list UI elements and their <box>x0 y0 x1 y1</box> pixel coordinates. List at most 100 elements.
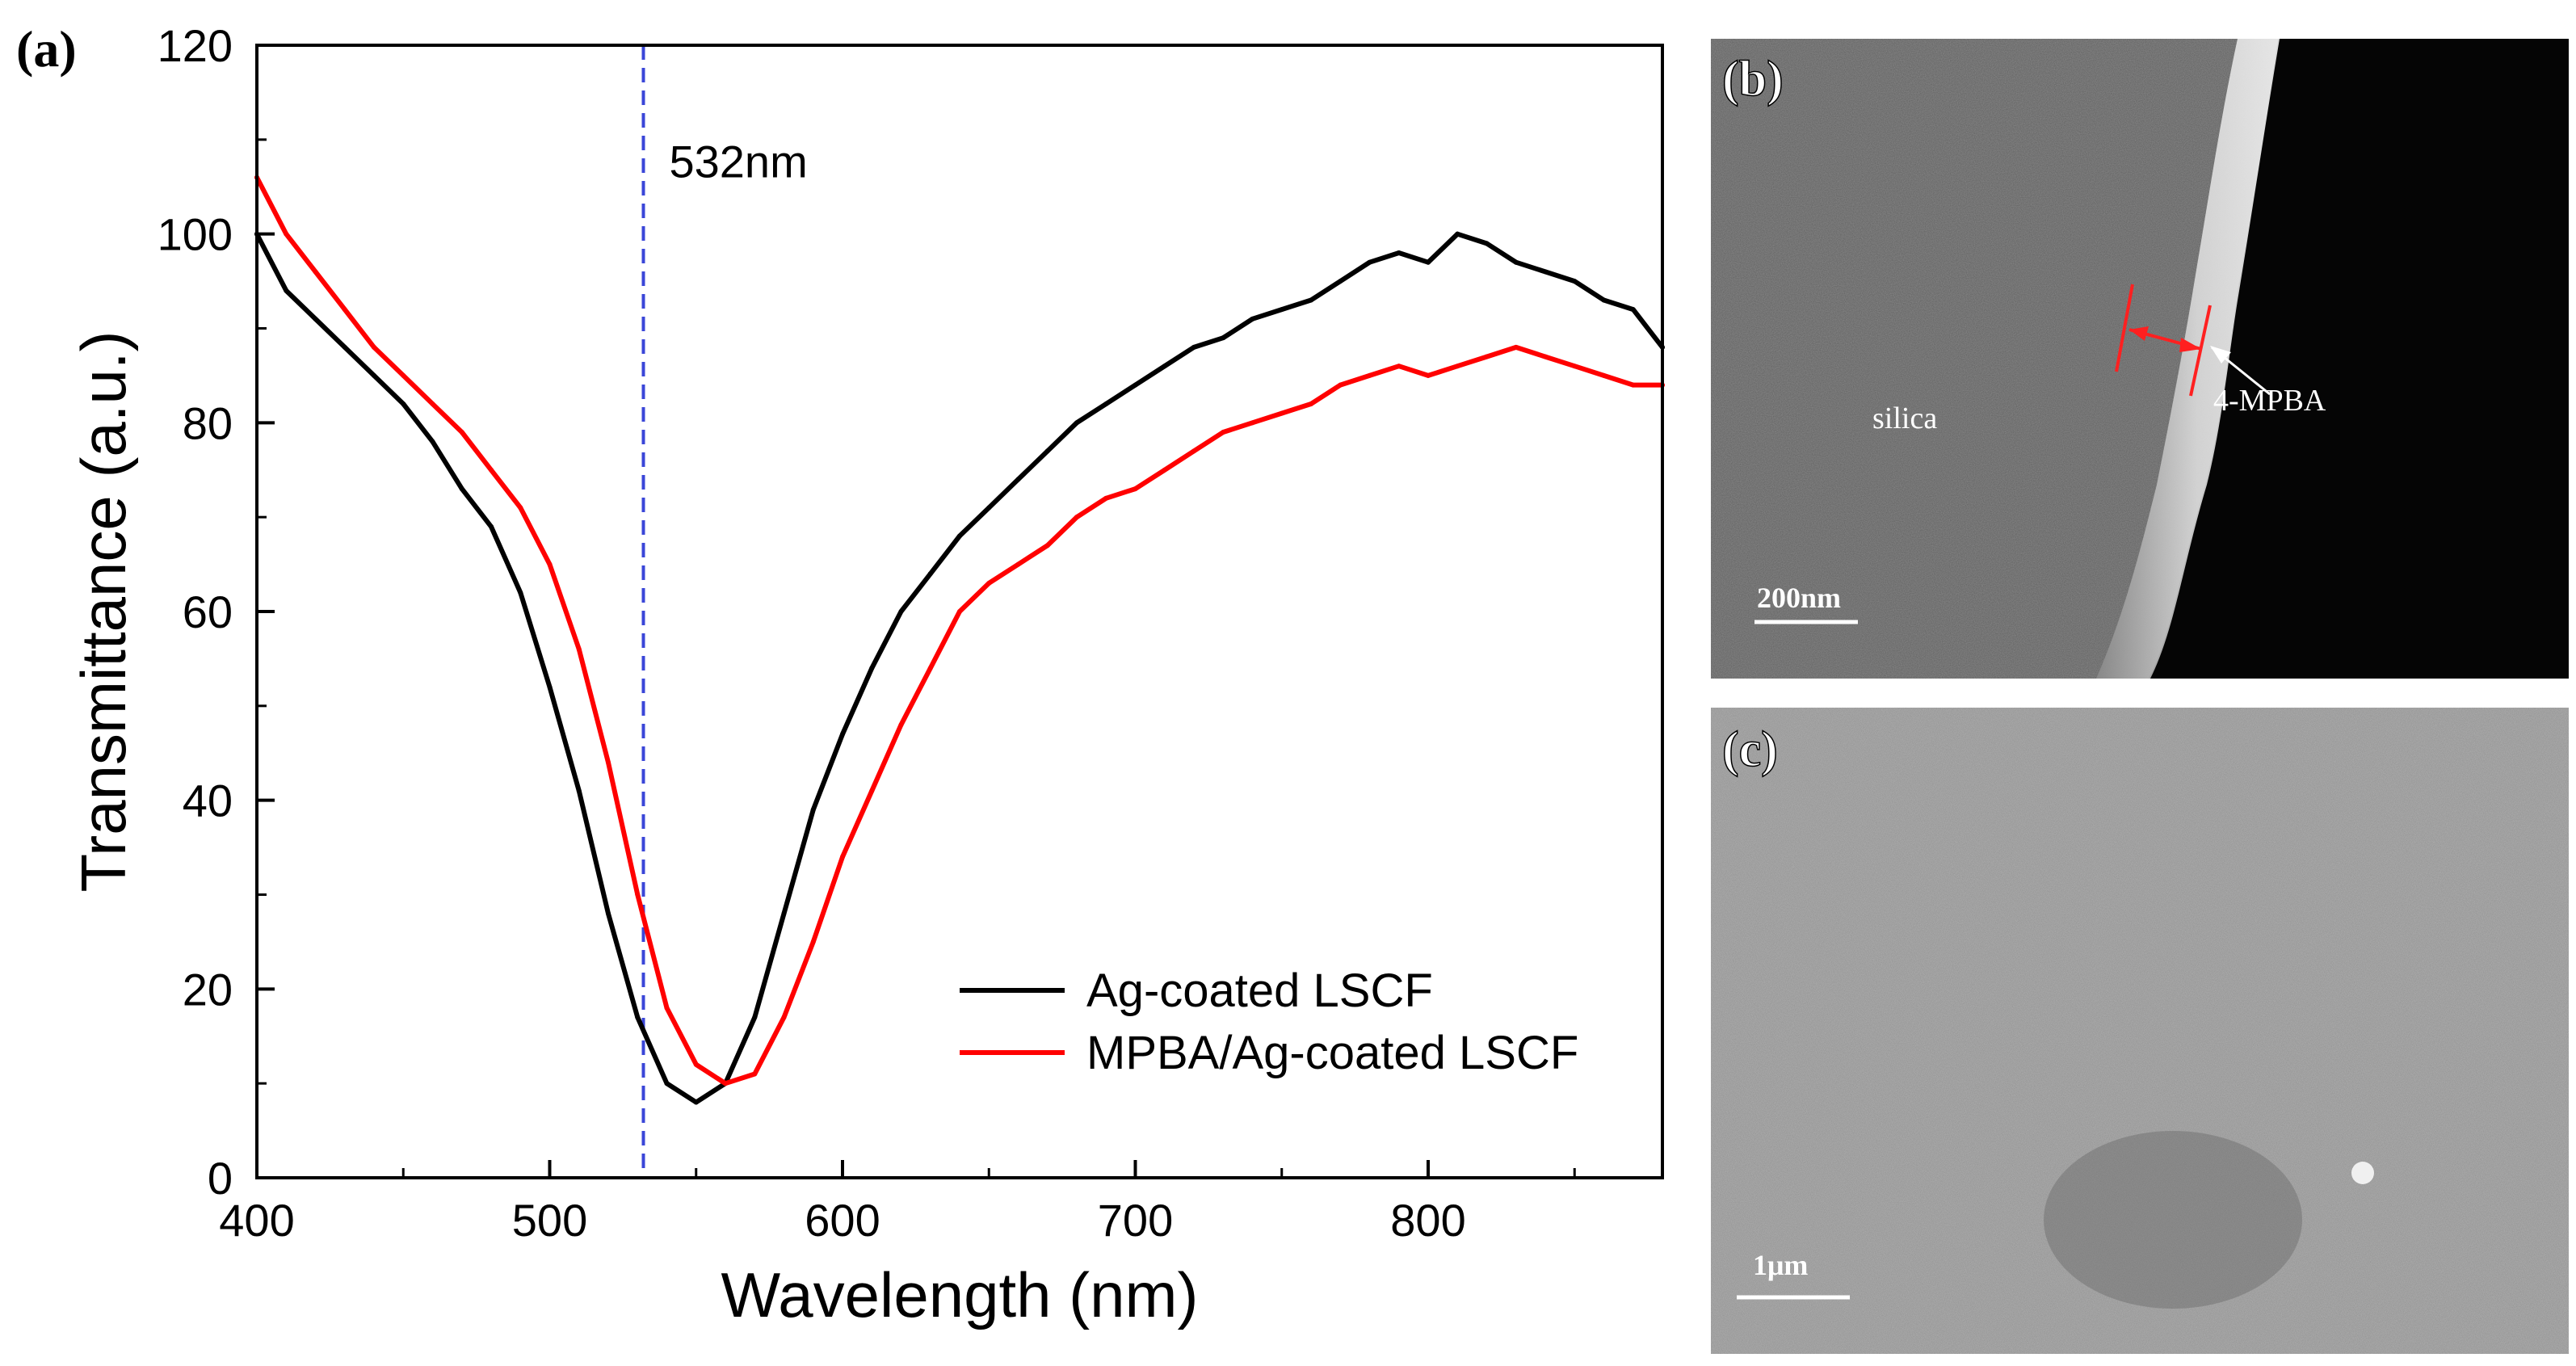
data-point <box>459 486 464 492</box>
data-point <box>1191 448 1196 454</box>
sem-c-texture <box>1711 708 2569 1354</box>
data-point <box>1367 372 1372 378</box>
data-point <box>752 1071 758 1077</box>
data-point <box>1162 467 1167 473</box>
data-point <box>752 1015 758 1020</box>
data-point <box>898 609 904 614</box>
data-point <box>1074 515 1079 520</box>
mpba-annotation: 4-MPBA <box>2213 384 2326 418</box>
data-point <box>1513 259 1519 265</box>
data-point <box>1162 364 1167 369</box>
x-tick-label: 700 <box>1098 1195 1173 1246</box>
data-point <box>1074 420 1079 426</box>
data-point <box>664 1005 670 1011</box>
y-tick-label: 0 <box>208 1153 233 1204</box>
data-point <box>1630 382 1636 388</box>
sem-panel-b: (b) silica 4-MPBA 200nm <box>1711 39 2569 679</box>
data-point <box>635 1015 641 1020</box>
data-point <box>1279 410 1284 416</box>
data-point <box>1250 420 1255 426</box>
data-point <box>372 372 376 378</box>
data-point <box>1309 401 1313 406</box>
data-point <box>372 344 376 350</box>
data-point <box>459 430 464 435</box>
series-line <box>254 231 1665 1105</box>
y-tick-label: 120 <box>158 20 233 71</box>
y-tick-label: 80 <box>183 397 233 448</box>
data-point <box>1015 561 1021 567</box>
data-point <box>1513 344 1519 350</box>
sem-b-scale-text: 200nm <box>1757 582 1841 614</box>
data-point <box>1572 279 1578 284</box>
data-point <box>342 344 347 350</box>
data-point <box>781 1015 787 1020</box>
series-mpba-ag-coated <box>254 174 1665 1086</box>
chart-legend: Ag-coated LSCF MPBA/Ag-coated LSCF <box>960 965 1578 1079</box>
data-point <box>1191 344 1196 350</box>
data-point <box>1133 382 1138 388</box>
data-point <box>1044 543 1050 549</box>
y-tick-label: 100 <box>158 209 233 260</box>
data-point <box>1601 297 1607 303</box>
mpba-pointer-head <box>2210 346 2231 364</box>
data-point <box>986 505 992 511</box>
sem-b-coating-edge <box>2096 39 2280 679</box>
data-point <box>927 666 933 671</box>
data-point <box>840 854 845 860</box>
x-tick-label: 800 <box>1390 1195 1465 1246</box>
data-point <box>342 307 347 313</box>
data-point <box>489 523 494 529</box>
sem-c-label: (c) <box>1722 722 1778 777</box>
x-tick-label: 500 <box>512 1195 587 1246</box>
data-point <box>401 372 406 378</box>
data-point <box>1221 430 1226 435</box>
data-point <box>693 1061 699 1067</box>
x-tick-label: 600 <box>805 1195 880 1246</box>
x-tick-label: 400 <box>219 1195 294 1246</box>
sem-c-particle <box>2351 1162 2374 1184</box>
data-point <box>1221 335 1226 341</box>
series-line <box>254 174 1665 1086</box>
data-point <box>810 939 816 944</box>
data-point <box>1367 259 1372 265</box>
data-point <box>1543 269 1548 275</box>
silica-annotation: silica <box>1872 401 1937 435</box>
x-axis-ticks: 400 500 600 700 800 <box>219 1160 1576 1246</box>
data-point <box>840 731 845 737</box>
data-point <box>518 590 523 595</box>
data-point <box>1103 495 1109 501</box>
data-point <box>927 571 933 577</box>
thickness-marker-right <box>2189 305 2212 397</box>
data-point <box>1543 354 1548 359</box>
data-point <box>1279 307 1284 313</box>
data-point <box>898 722 904 728</box>
data-point <box>489 467 494 473</box>
data-point <box>1455 364 1460 369</box>
data-point <box>518 505 523 511</box>
thickness-arrow-head-right <box>2179 338 2201 352</box>
data-point <box>1250 316 1255 322</box>
data-point <box>430 401 435 406</box>
data-point <box>1133 486 1138 492</box>
data-point <box>1309 297 1313 303</box>
data-point <box>576 788 582 793</box>
data-point <box>401 401 406 406</box>
data-point <box>957 609 962 614</box>
data-point <box>723 1081 728 1086</box>
data-point <box>869 666 875 671</box>
data-point <box>606 759 611 765</box>
thickness-marker-left <box>2115 284 2134 372</box>
x-axis-label: Wavelength (nm) <box>721 1259 1199 1330</box>
data-point <box>1484 241 1490 246</box>
data-point <box>1426 259 1431 265</box>
data-point <box>430 439 435 444</box>
data-point <box>1015 477 1021 482</box>
data-point <box>1455 231 1460 237</box>
y-tick-label: 40 <box>183 775 233 826</box>
legend-label-ag: Ag-coated LSCF <box>1086 965 1433 1017</box>
data-point <box>547 561 553 567</box>
chart-series <box>254 174 1665 1105</box>
data-point <box>810 807 816 813</box>
data-point <box>1044 448 1050 454</box>
